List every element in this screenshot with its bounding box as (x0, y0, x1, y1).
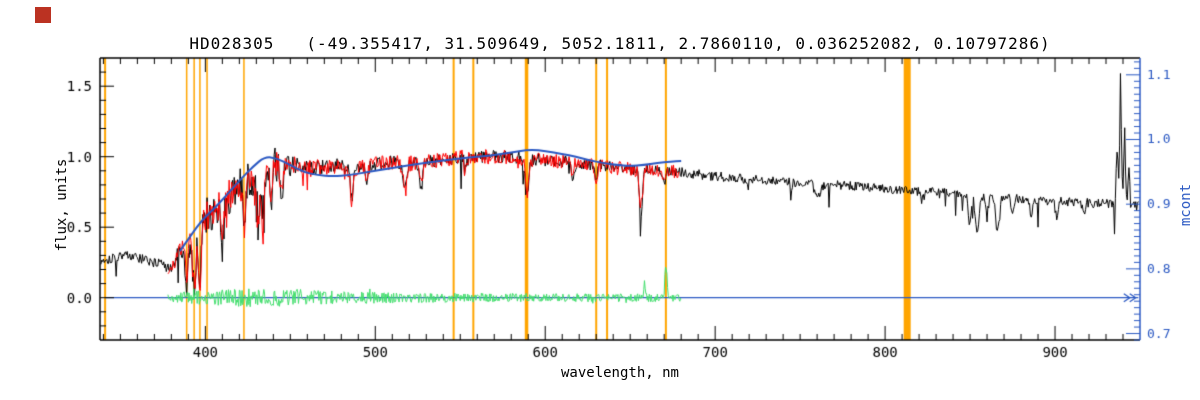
x-axis-label: wavelength, nm (560, 365, 679, 381)
plot-title: HD028305 (-49.355417, 31.509649, 5052.18… (189, 34, 1051, 53)
y-axis-label-flux: flux, units (54, 158, 70, 252)
corner-marker (35, 7, 51, 23)
y-axis-label-mcont: mcont (1178, 183, 1194, 227)
